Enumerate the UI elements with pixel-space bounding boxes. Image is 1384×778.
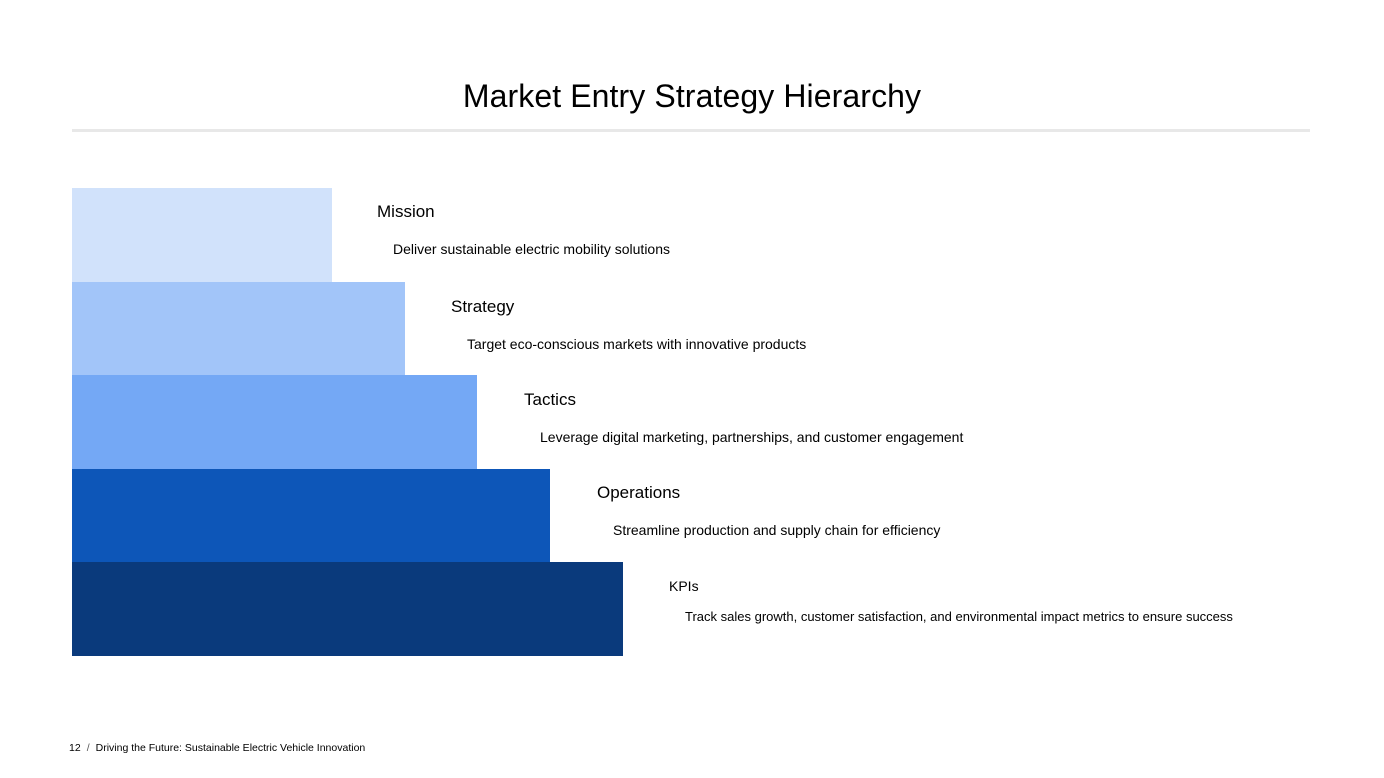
- tier-bar: [72, 375, 477, 469]
- footer-separator: /: [86, 742, 90, 754]
- tier-bar: [72, 469, 550, 563]
- slide-footer: 12 / Driving the Future: Sustainable Elect…: [69, 741, 365, 755]
- page-number: 12: [69, 742, 81, 754]
- tier-description: Deliver sustainable electric mobility so…: [393, 241, 671, 257]
- tier-description: Track sales growth, customer satisfactio…: [685, 609, 1233, 624]
- title-divider: [72, 129, 1310, 132]
- tier-description: Leverage digital marketing, partnerships…: [540, 429, 964, 445]
- presentation-title: Driving the Future: Sustainable Electric…: [95, 742, 366, 754]
- tier-description: Streamline production and supply chain f…: [613, 522, 941, 538]
- tier-heading: Strategy: [451, 297, 515, 316]
- tier-description: Target eco-conscious markets with innova…: [467, 336, 807, 352]
- slide-title: Market Entry Strategy Hierarchy: [462, 78, 922, 114]
- tier-bar: [72, 562, 623, 656]
- tier-bar: [72, 282, 405, 376]
- tier-bar: [72, 188, 332, 282]
- tier-heading: Mission: [377, 202, 435, 221]
- tier-heading: Operations: [597, 483, 681, 502]
- tier-heading: Tactics: [524, 390, 576, 409]
- tier-heading: KPIs: [669, 578, 699, 594]
